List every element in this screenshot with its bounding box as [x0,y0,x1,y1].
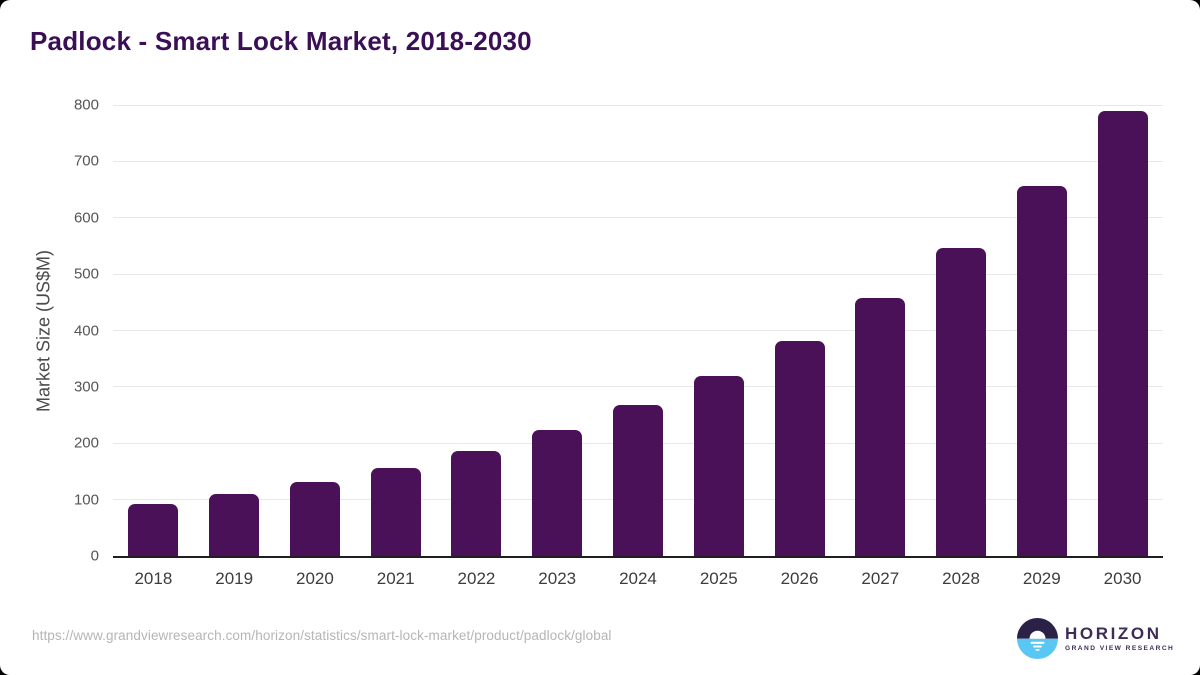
gridline-700 [113,160,1163,162]
y-axis-title: Market Size (US$M) [33,249,54,413]
gridline-300 [113,386,1163,388]
bar-2023 [532,429,583,556]
bar-slot-2018: 2018 [113,105,194,588]
gridline-800 [113,104,1163,106]
x-tick-label-2020: 2020 [296,569,334,588]
bar-2025 [693,375,744,556]
bar-slot-2026: 2026 [759,105,840,588]
bar-slot-2027: 2027 [840,105,921,588]
horizon-logo: HORIZON GRAND VIEW RESEARCH [1017,618,1174,659]
x-tick-label-2021: 2021 [376,569,415,588]
bar-2026 [774,340,825,556]
gridline-500 [113,273,1163,275]
logo-text-block: HORIZON GRAND VIEW RESEARCH [1065,623,1175,653]
bar-2027 [855,298,906,556]
bar-slot-2029: 2029 [1001,105,1082,588]
x-tick-label-2025: 2025 [699,569,738,588]
bar-slot-2022: 2022 [436,105,517,588]
bar-slot-2030: 2030 [1082,105,1163,588]
y-tick-label-100: 100 [73,491,99,509]
bar-slot-2021: 2021 [355,105,436,588]
bar-2029 [1016,185,1067,556]
gridline-600 [113,217,1163,219]
bar-chart-plot-area: 0 100 200 300 400 500 600 700 800 2018 2019 2020 202… [74,97,1163,588]
bar-2018 [128,503,179,556]
logo-sub-name: GRAND VIEW RESEARCH [1065,644,1175,652]
bar-slot-2024: 2024 [598,105,679,588]
x-tick-label-2027: 2027 [861,569,900,588]
bar-2030 [1097,110,1148,556]
x-tick-label-2030: 2030 [1103,569,1142,588]
x-tick-label-2029: 2029 [1022,569,1061,588]
horizon-sunrise-icon [1017,618,1058,659]
bar-slot-2023: 2023 [517,105,598,588]
gridline-400 [113,330,1163,331]
x-tick-label-2018: 2018 [134,569,173,588]
bar-2022 [451,450,502,556]
bar-2020 [289,481,340,556]
y-tick-label-500: 500 [73,265,99,283]
y-tick-label-400: 400 [73,322,99,339]
bar-2028 [936,247,987,556]
bar-slot-2020: 2020 [275,105,356,588]
x-tick-label-2026: 2026 [780,569,819,588]
y-tick-label-600: 600 [73,209,99,227]
y-tick-label-800: 800 [73,96,99,114]
bar-2021 [370,467,421,556]
chart-title: Padlock - Smart Lock Market, 2018-2030 [30,26,532,56]
bar-2024 [612,405,663,556]
bar-slot-2025: 2025 [678,105,759,588]
y-tick-label-700: 700 [73,152,99,170]
x-tick-label-2028: 2028 [942,569,980,588]
bar-slot-2019: 2019 [194,105,275,588]
y-tick-label-300: 300 [73,378,99,396]
bar-slot-2028: 2028 [921,105,1002,588]
source-url-text: https://www.grandviewresearch.com/horizo… [32,628,612,643]
bar-2019 [209,494,260,556]
x-tick-label-2024: 2024 [619,569,657,588]
x-tick-label-2022: 2022 [457,569,496,588]
y-tick-label-0: 0 [90,547,99,565]
logo-brand-name: HORIZON [1065,623,1162,643]
y-tick-label-200: 200 [73,434,99,452]
x-tick-label-2023: 2023 [538,569,577,588]
x-tick-label-2019: 2019 [215,569,254,588]
